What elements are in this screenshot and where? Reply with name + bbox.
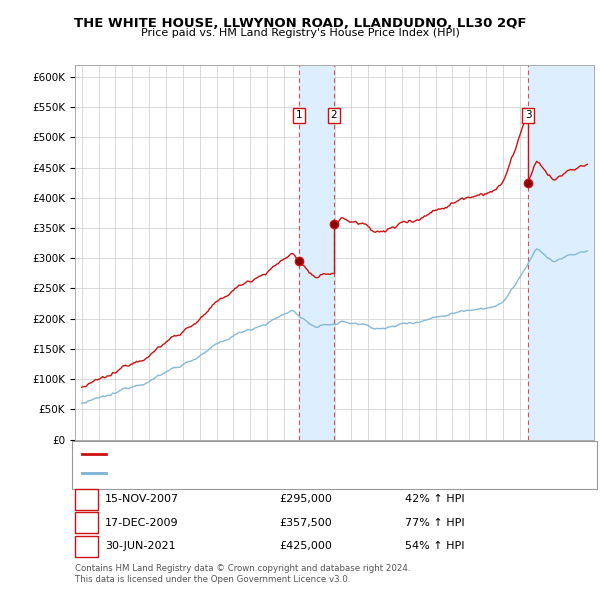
Text: 42% ↑ HPI: 42% ↑ HPI: [405, 494, 464, 504]
Text: 54% ↑ HPI: 54% ↑ HPI: [405, 542, 464, 551]
Text: HPI: Average price, detached house, Conwy: HPI: Average price, detached house, Conw…: [110, 468, 328, 477]
Text: 15-NOV-2007: 15-NOV-2007: [105, 494, 179, 504]
Text: Price paid vs. HM Land Registry's House Price Index (HPI): Price paid vs. HM Land Registry's House …: [140, 28, 460, 38]
Text: 1: 1: [83, 494, 90, 504]
Text: £357,500: £357,500: [279, 518, 332, 527]
Text: 2: 2: [83, 518, 90, 527]
Text: £295,000: £295,000: [279, 494, 332, 504]
Text: THE WHITE HOUSE, LLWYNON ROAD, LLANDUDNO, LL30 2QF (detached house): THE WHITE HOUSE, LLWYNON ROAD, LLANDUDNO…: [110, 449, 505, 458]
Bar: [528, 65, 594, 440]
Text: Contains HM Land Registry data © Crown copyright and database right 2024.: Contains HM Land Registry data © Crown c…: [75, 565, 410, 573]
Text: 77% ↑ HPI: 77% ↑ HPI: [405, 518, 464, 527]
Bar: [299, 65, 334, 440]
Text: 3: 3: [525, 110, 532, 120]
Text: 30-JUN-2021: 30-JUN-2021: [105, 542, 176, 551]
Text: £425,000: £425,000: [279, 542, 332, 551]
Text: 17-DEC-2009: 17-DEC-2009: [105, 518, 179, 527]
Text: THE WHITE HOUSE, LLWYNON ROAD, LLANDUDNO, LL30 2QF: THE WHITE HOUSE, LLWYNON ROAD, LLANDUDNO…: [74, 17, 526, 30]
Text: 3: 3: [83, 542, 90, 551]
Text: 2: 2: [331, 110, 337, 120]
Text: 1: 1: [295, 110, 302, 120]
Text: This data is licensed under the Open Government Licence v3.0.: This data is licensed under the Open Gov…: [75, 575, 350, 584]
